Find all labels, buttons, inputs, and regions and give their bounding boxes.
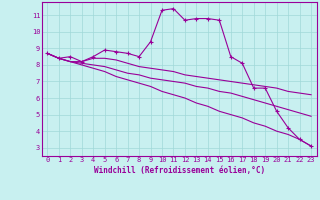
X-axis label: Windchill (Refroidissement éolien,°C): Windchill (Refroidissement éolien,°C) xyxy=(94,166,265,175)
